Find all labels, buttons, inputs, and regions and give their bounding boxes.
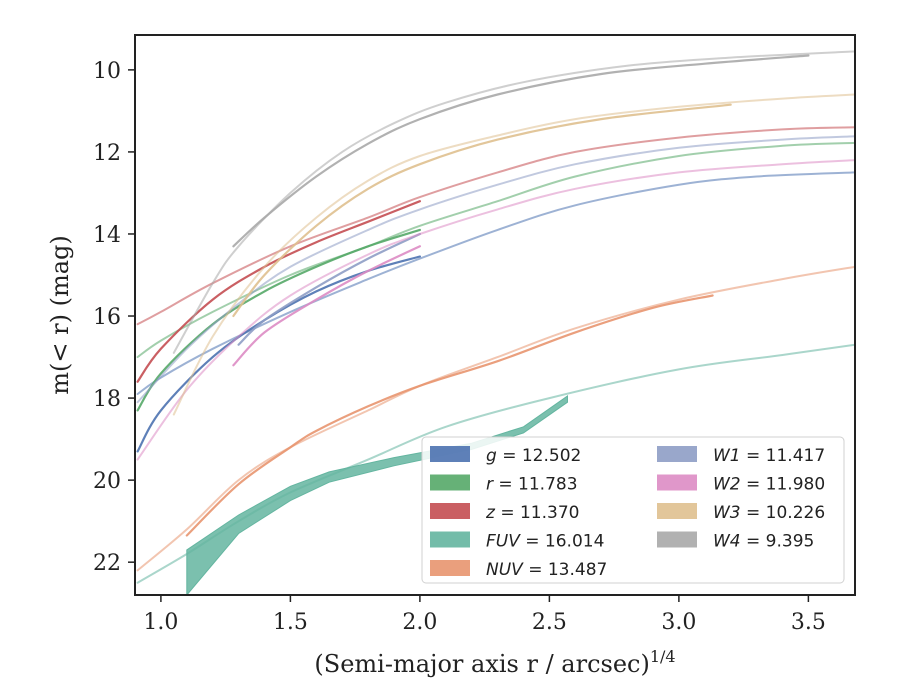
legend-label: FUV = 16.014 xyxy=(486,532,604,552)
x-tick-label: 1.0 xyxy=(143,610,178,635)
x-axis-title: (Semi-major axis r / arcsec)1/4 xyxy=(314,647,675,678)
y-tick-label: 10 xyxy=(93,59,121,84)
legend-label: g = 12.502 xyxy=(486,446,581,466)
y-tick-label: 12 xyxy=(93,141,121,166)
legend-item-g: g = 12.502 xyxy=(430,446,581,466)
series-fuv-curve-1 xyxy=(136,343,855,584)
legend-swatch xyxy=(430,531,470,548)
series-w1-curve-2 xyxy=(237,232,421,346)
legend-item-w1: W1 = 11.417 xyxy=(657,446,825,466)
legend-swatch xyxy=(430,446,470,462)
legend: g = 12.502 r = 11.783 z = 11.370 FUV = 16.0… xyxy=(421,436,845,584)
legend-swatch xyxy=(657,474,697,491)
series-w2 xyxy=(136,159,855,461)
legend-label: r = 11.783 xyxy=(486,475,578,495)
series-z xyxy=(136,126,855,383)
legend-label: z = 11.370 xyxy=(485,503,579,523)
legend-label: W2 = 11.980 xyxy=(713,475,825,495)
series-g xyxy=(136,171,855,453)
series-w4-curve-1 xyxy=(172,50,855,354)
x-axis-title-power: 1/4 xyxy=(650,647,676,666)
legend-label: NUV = 13.487 xyxy=(486,560,607,580)
y-tick-label: 16 xyxy=(93,305,121,330)
series-nuv-curve-2 xyxy=(185,294,714,537)
legend-swatch xyxy=(657,503,697,519)
plot-frame xyxy=(134,34,856,596)
series-w3-curve-2 xyxy=(232,103,732,318)
series-w4 xyxy=(172,50,855,354)
series-r-curve-2 xyxy=(136,228,421,412)
legend-swatch xyxy=(430,474,470,491)
legend-swatch xyxy=(657,531,697,548)
series-w2-curve-2 xyxy=(232,245,421,367)
series-w3-curve-1 xyxy=(172,93,855,416)
x-tick-label: 3.0 xyxy=(661,610,696,635)
series-z-curve-1 xyxy=(136,126,855,326)
x-tick-label: 2.0 xyxy=(402,610,437,635)
legend-item-fuv: FUV = 16.014 xyxy=(430,531,604,552)
x-tick-label: 1.5 xyxy=(273,610,308,635)
x-tick-label: 2.5 xyxy=(532,610,567,635)
legend-box xyxy=(421,436,845,584)
legend-item-w3: W3 = 10.226 xyxy=(657,503,825,523)
series-w2-curve-1 xyxy=(136,159,855,461)
series-r-curve-1 xyxy=(136,141,855,359)
legend-swatch xyxy=(430,503,470,519)
x-tick-label: 3.5 xyxy=(791,610,826,635)
series-w4-curve-2 xyxy=(232,54,810,248)
legend-item-nuv: NUV = 13.487 xyxy=(430,560,607,580)
legend-label: W1 = 11.417 xyxy=(713,446,825,466)
series-r xyxy=(136,141,855,412)
y-axis: 10 12 14 16 18 20 22 xyxy=(93,59,135,576)
legend-item-w2: W2 = 11.980 xyxy=(657,474,825,495)
series-g-curve-1 xyxy=(136,171,855,395)
legend-label: W3 = 10.226 xyxy=(713,503,825,523)
y-tick-label: 18 xyxy=(93,387,121,412)
series-nuv xyxy=(136,265,855,572)
legend-item-r: r = 11.783 xyxy=(430,474,578,495)
series-w3 xyxy=(172,93,855,416)
legend-item-z: z = 11.370 xyxy=(430,503,579,523)
legend-swatch xyxy=(430,560,470,576)
legend-label: W4 = 9.395 xyxy=(713,532,814,552)
y-tick-label: 14 xyxy=(93,223,121,248)
legend-item-w4: W4 = 9.395 xyxy=(657,531,814,552)
x-axis: 1.0 1.5 2.0 2.5 3.0 3.5 xyxy=(143,595,826,635)
y-tick-label: 20 xyxy=(93,469,121,494)
y-axis-title: m(< r) (mag) xyxy=(46,235,74,394)
y-tick-label: 22 xyxy=(93,551,121,576)
x-axis-title-text: (Semi-major axis r / arcsec) xyxy=(314,650,649,678)
legend-swatch xyxy=(657,446,697,462)
